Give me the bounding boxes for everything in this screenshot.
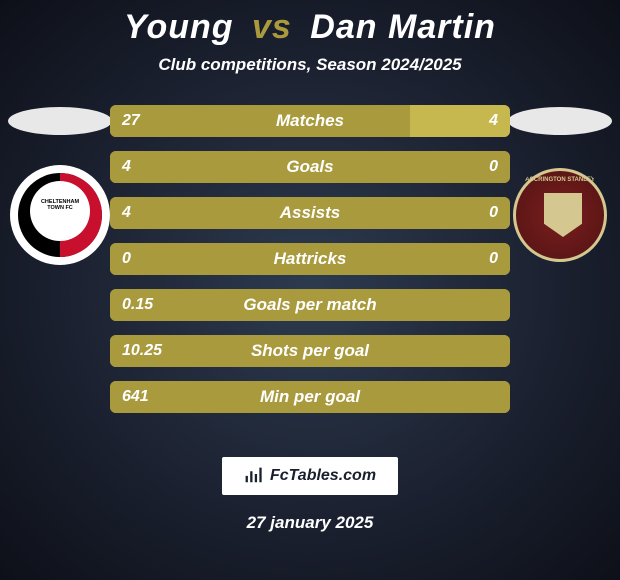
stat-row: 4Goals0 xyxy=(110,151,510,183)
stat-label: Shots per goal xyxy=(110,341,510,361)
stat-label: Goals xyxy=(110,157,510,177)
stat-label: Hattricks xyxy=(110,249,510,269)
right-player-column: ACCRINGTON STANLEY xyxy=(500,105,620,265)
comparison-title: Young vs Dan Martin xyxy=(0,0,620,47)
stat-row: 0.15Goals per match xyxy=(110,289,510,321)
subtitle: Club competitions, Season 2024/2025 xyxy=(0,55,620,75)
stat-row: 27Matches4 xyxy=(110,105,510,137)
vs-separator: vs xyxy=(252,8,292,46)
stat-value-right: 0 xyxy=(489,250,498,268)
stat-value-right: 0 xyxy=(489,204,498,222)
left-player-column: CHELTENHAM TOWN FC xyxy=(0,105,120,265)
player1-name: Young xyxy=(124,8,234,46)
infographic-date: 27 january 2025 xyxy=(0,513,620,533)
player2-portrait-placeholder xyxy=(508,107,612,135)
player2-name: Dan Martin xyxy=(310,8,496,46)
accrington-badge-icon: ACCRINGTON STANLEY xyxy=(513,168,607,262)
stat-value-right: 4 xyxy=(489,112,498,130)
brand-box[interactable]: FcTables.com xyxy=(222,457,398,495)
comparison-body: CHELTENHAM TOWN FC ACCRINGTON STANLEY 27… xyxy=(0,105,620,435)
team1-badge: CHELTENHAM TOWN FC xyxy=(10,165,110,265)
stat-value-right: 0 xyxy=(489,158,498,176)
team1-badge-text: CHELTENHAM TOWN FC xyxy=(32,199,88,211)
team2-badge-text: ACCRINGTON STANLEY xyxy=(516,177,604,183)
chart-icon xyxy=(244,463,266,490)
stat-label: Min per goal xyxy=(110,387,510,407)
stat-row: 10.25Shots per goal xyxy=(110,335,510,367)
stat-row: 4Assists0 xyxy=(110,197,510,229)
brand-text: FcTables.com xyxy=(270,467,376,485)
stats-bars: 27Matches44Goals04Assists00Hattricks00.1… xyxy=(110,105,510,413)
stat-row: 641Min per goal xyxy=(110,381,510,413)
stat-label: Goals per match xyxy=(110,295,510,315)
team2-badge: ACCRINGTON STANLEY xyxy=(510,165,610,265)
stat-label: Matches xyxy=(110,111,510,131)
stat-row: 0Hattricks0 xyxy=(110,243,510,275)
player1-portrait-placeholder xyxy=(8,107,112,135)
stat-label: Assists xyxy=(110,203,510,223)
cheltenham-badge-icon: CHELTENHAM TOWN FC xyxy=(18,173,102,257)
